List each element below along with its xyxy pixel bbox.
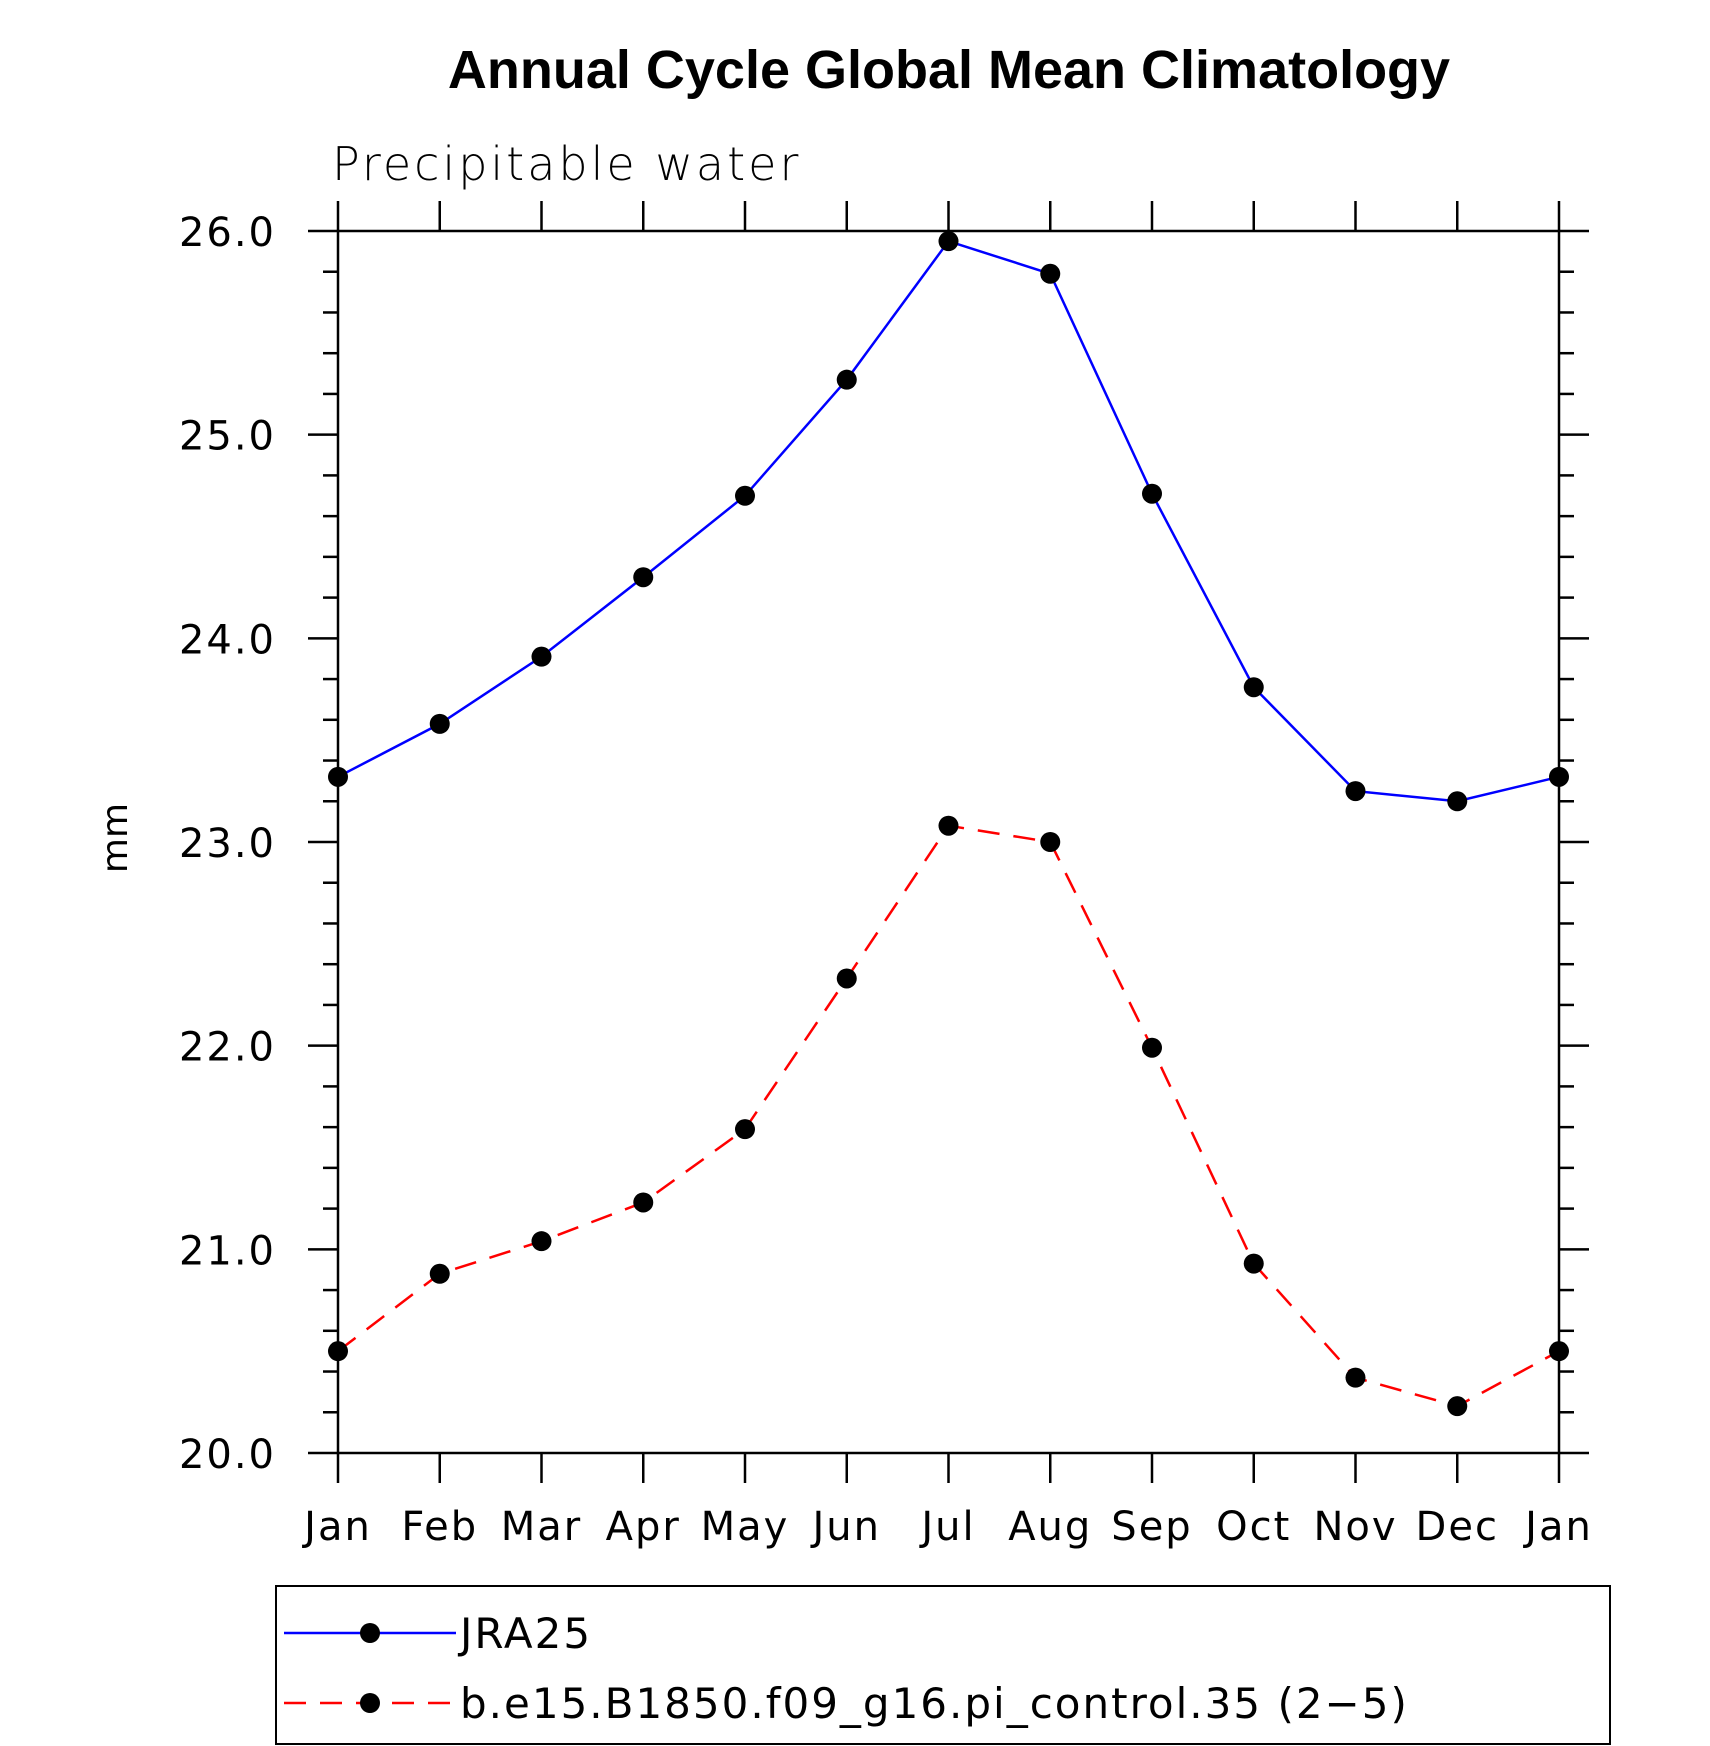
y-tick-label: 22.0 [179, 1025, 276, 1071]
legend-marker-model [360, 1693, 380, 1713]
data-point [1345, 781, 1366, 802]
data-point [633, 1192, 654, 1213]
chart-subtitle: Precipitable water [332, 137, 801, 191]
plot-border [336, 229, 1561, 1455]
series-line-0 [337, 239, 1560, 803]
x-tick-label: Feb [401, 1504, 478, 1550]
data-point [735, 1119, 755, 1140]
data-point [1142, 483, 1162, 504]
x-tick-label: Jun [810, 1504, 882, 1550]
data-point [429, 1263, 450, 1284]
data-point [633, 567, 654, 588]
data-point [938, 231, 959, 252]
data-point [1040, 832, 1061, 852]
data-point [1142, 1037, 1162, 1058]
data-point [836, 968, 857, 989]
axis-ticks [308, 201, 1589, 1483]
data-point [1040, 263, 1061, 284]
y-tick-label: 21.0 [179, 1228, 276, 1274]
data-point [328, 766, 348, 787]
series-layer [328, 231, 1569, 1417]
plot-frame [336, 229, 1561, 1455]
x-tick-label: Sep [1111, 1504, 1192, 1550]
data-point [1447, 791, 1468, 812]
x-tick-label: Nov [1313, 1504, 1397, 1550]
x-tick-label: Oct [1216, 1504, 1291, 1550]
x-tick-label: Jan [301, 1504, 372, 1550]
data-point [531, 1231, 552, 1252]
y-tick-label: 24.0 [179, 617, 276, 663]
data-point [328, 1341, 348, 1362]
data-point [735, 485, 755, 506]
data-point [938, 815, 959, 836]
x-tick-label: Apr [606, 1504, 681, 1550]
x-tick-label: Jan [1522, 1504, 1593, 1550]
y-tick-label: 20.0 [179, 1432, 276, 1478]
data-point [1447, 1396, 1468, 1417]
legend-marker-jra25 [360, 1623, 380, 1643]
y-tick-label: 26.0 [179, 210, 276, 256]
x-tick-labels: Jan Feb Mar Apr May Jun Jul Aug Sep Oct Nov Dec Jan [301, 1504, 1593, 1550]
y-axis-label: mm [95, 803, 136, 873]
chart-title: Annual Cycle Global Mean Climatology [448, 40, 1450, 100]
data-point [1243, 677, 1264, 698]
data-point [1549, 766, 1569, 787]
x-tick-label: Mar [501, 1504, 582, 1550]
y-tick-label: 25.0 [179, 414, 276, 460]
legend: JRA25 b.e15.B1850.f09_g16.pi_control.35 … [275, 1585, 1611, 1745]
x-tick-label: Aug [1008, 1504, 1092, 1550]
y-tick-label: 23.0 [179, 821, 276, 867]
legend-label-model: b.e15.B1850.f09_g16.pi_control.35 (2−5) [460, 1679, 1409, 1728]
legend-box [275, 1585, 1611, 1745]
legend-label-jra25: JRA25 [457, 1609, 592, 1658]
data-point [1549, 1341, 1569, 1362]
data-point [531, 646, 552, 667]
data-point [836, 369, 857, 390]
x-tick-label: May [701, 1504, 790, 1550]
x-tick-label: Jul [918, 1504, 975, 1550]
y-tick-labels: 20.0 21.0 22.0 23.0 24.0 25.0 26.0 [179, 210, 276, 1478]
series-line-1 [337, 824, 1560, 1408]
data-point [429, 713, 450, 734]
data-point [1345, 1367, 1366, 1388]
data-point [1243, 1253, 1264, 1274]
x-tick-label: Dec [1416, 1504, 1499, 1550]
